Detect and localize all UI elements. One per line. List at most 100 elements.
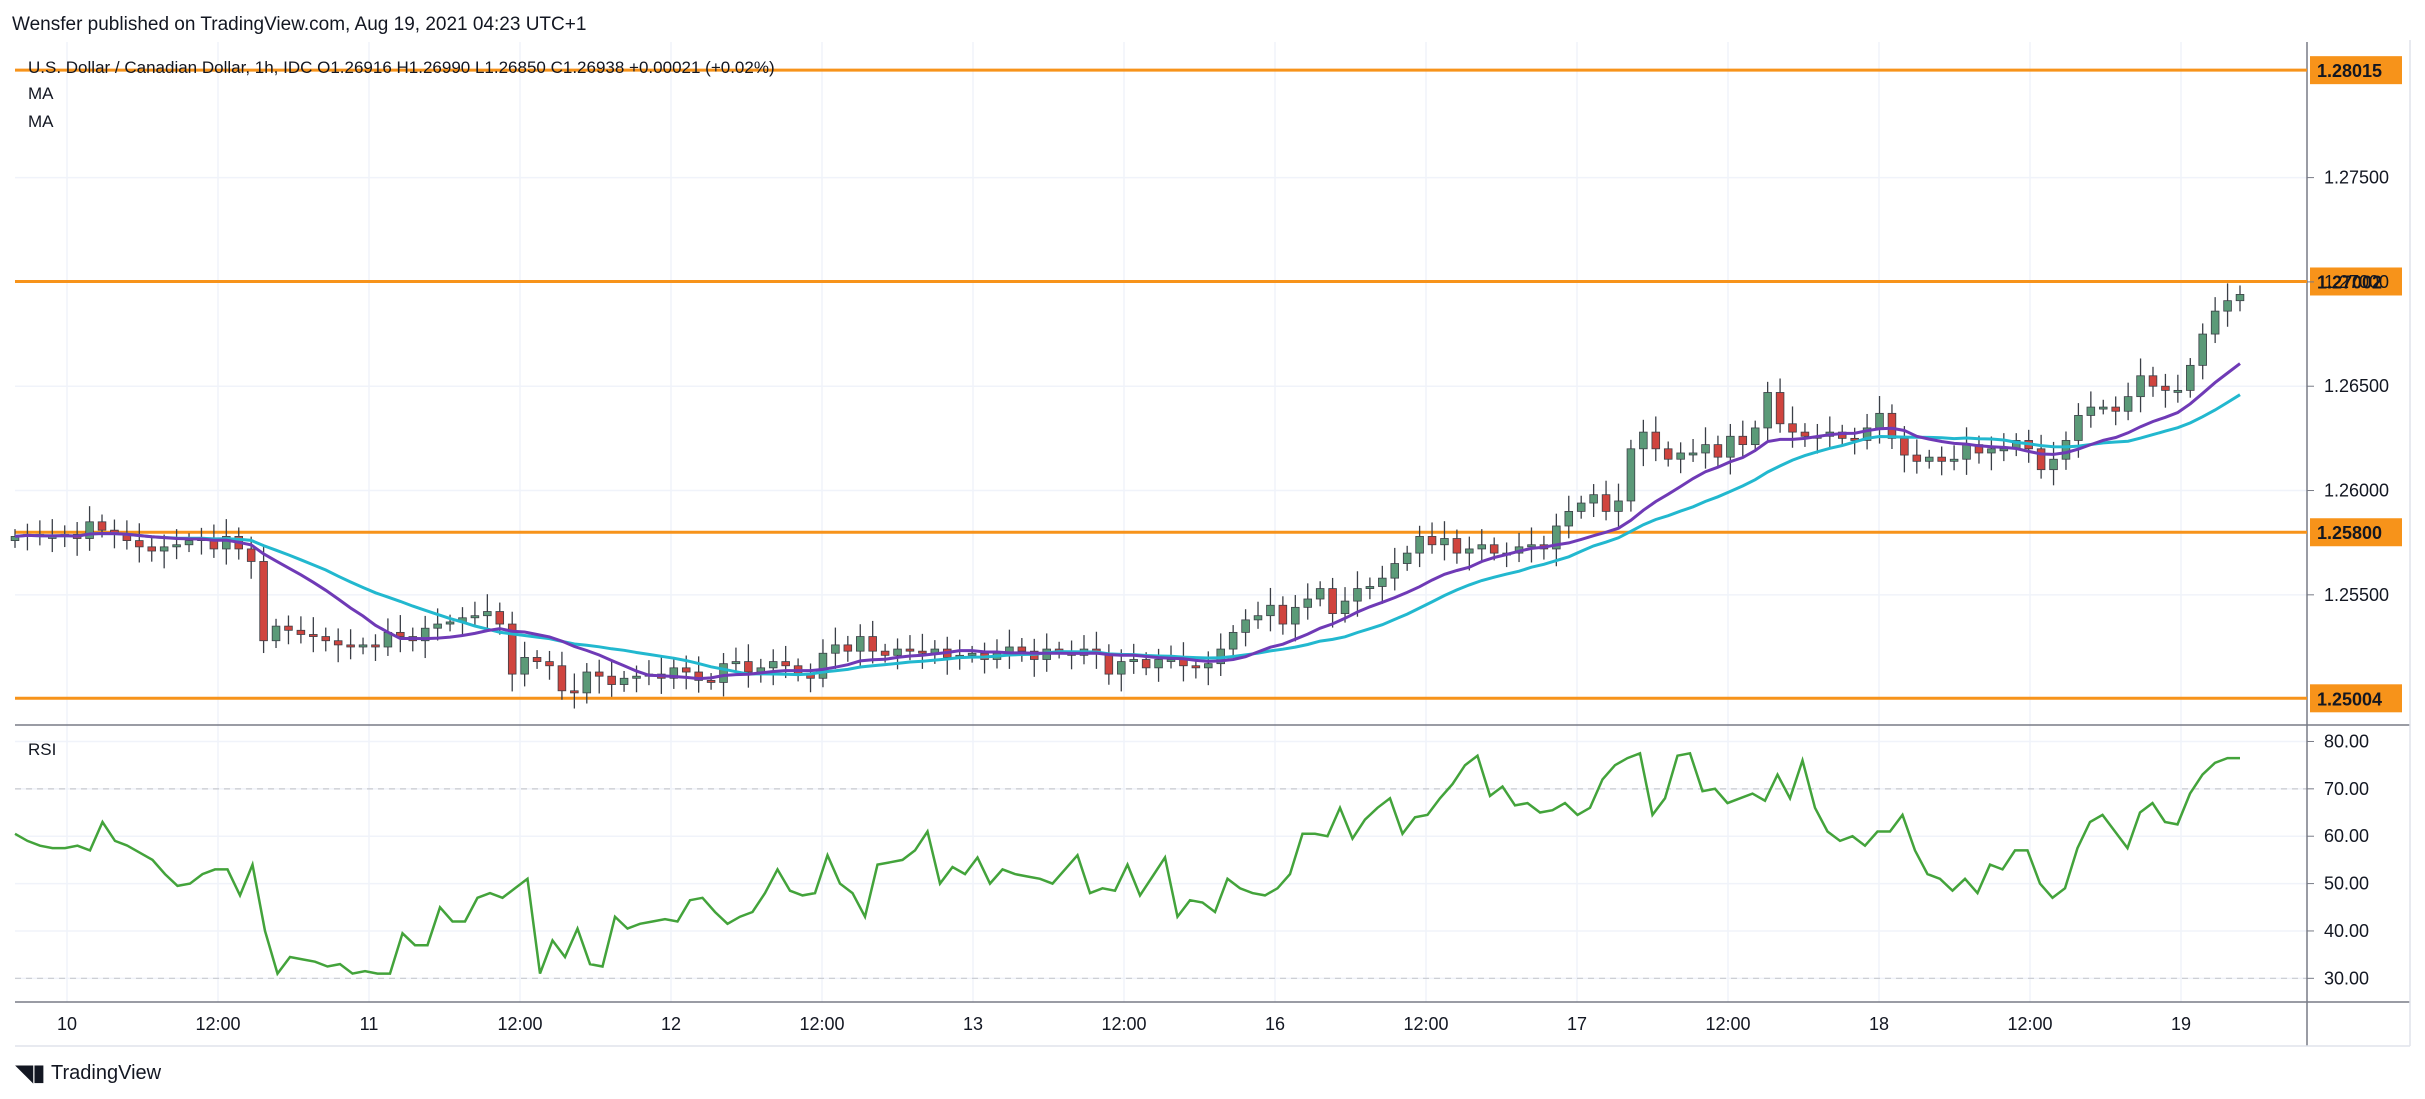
candle-body [545,661,554,667]
candle-body [1477,544,1487,550]
candle-body [706,679,716,683]
x-tick-label: 12:00 [1705,1014,1750,1034]
rsi-pane [14,751,2240,977]
candle-body [905,648,915,652]
tradingview-brand[interactable]: ◥▮ TradingView [16,1060,161,1086]
candle-body [1788,423,1797,433]
candle-body [97,521,107,531]
level-price-tag-bg [2310,684,2402,713]
candle-body [1589,494,1598,504]
candle-body [2161,385,2170,391]
candle-body [570,690,579,694]
candle-body [619,677,629,685]
candle-body [2086,406,2096,416]
candle-body [1440,538,1449,546]
candle-body [1912,454,1922,462]
candle-body [2074,415,2083,441]
candle-body [1241,619,1250,633]
publisher-line: Wensfer published on TradingView.com, Au… [12,14,587,35]
ma-slow-legend[interactable]: MA [28,112,54,131]
candle-body [1663,448,1673,460]
candle-body [222,536,231,550]
price-tick-label: 1.27500 [2324,168,2389,188]
level-price-tag-bg [2310,56,2402,85]
candle-body [321,636,331,642]
level-price-tag-bg [2310,518,2402,547]
x-tick-label: 17 [1567,1014,1587,1034]
candle-body [371,644,380,648]
chart-canvas[interactable]: 1.28015 1.27002 1.25800 1.25004 10 12:00 11 12… [0,0,2425,1060]
candle-body [1104,652,1114,675]
x-tick-label: 12:00 [1403,1014,1448,1034]
candle-body [1651,431,1661,450]
rsi-tick-label: 40.00 [2324,921,2369,941]
candle-body [557,665,567,692]
candle-body [1253,615,1263,621]
moving-averages [14,362,2241,681]
candle-body [1887,412,1897,439]
candle-body [1924,456,1934,462]
candle-body [1875,412,1884,429]
candle-body [1017,646,1027,652]
candle-body [594,671,604,677]
candle-body [184,540,194,546]
rsi-tick-label: 60.00 [2324,826,2369,846]
candle-body [284,625,293,631]
candle-body [296,629,306,635]
chart-frame [15,40,2411,1047]
price-tick-label: 1.26500 [2324,376,2389,396]
ma-fast-line [14,362,2241,681]
candle-body [10,536,20,541]
rsi-line [14,751,2240,977]
horizontal-levels[interactable]: 1.28015 1.27002 1.25800 1.25004 [15,56,2402,713]
candle-body [507,623,517,675]
x-tick-label: 12:00 [1101,1014,1146,1034]
candle-body [607,675,616,685]
level-price-tag-label: 1.27002 [2317,272,2382,292]
x-tick-label: 10 [57,1014,77,1034]
candle-body [1465,548,1474,554]
ma-fast-legend[interactable]: MA [28,84,54,103]
rsi-tick-label: 30.00 [2324,968,2369,988]
price-tick-label: 1.25500 [2324,585,2389,605]
candle-body [495,611,505,625]
candle-body [520,657,529,675]
candle-body [2111,406,2120,412]
candle-body [470,615,480,619]
x-tick-label: 12:00 [799,1014,844,1034]
candle-body [880,650,890,656]
candle-body [2061,440,2071,460]
candle-body [433,623,442,629]
candle-body [967,652,977,656]
level-price-tag: 1.25004 [2310,684,2402,713]
candle-body [731,661,741,665]
rsi-legend[interactable]: RSI [28,740,57,759]
candle-body [1949,458,1959,462]
candle-body [1415,536,1424,554]
candle-body [1626,448,1636,502]
ohlc-legend[interactable]: U.S. Dollar / Canadian Dollar, 1h, IDC O… [28,58,775,77]
candle-body [1527,544,1536,548]
x-tick-label: 11 [360,1014,379,1034]
candle-body [147,546,156,552]
price-tick-label: 1.26000 [2324,481,2389,501]
candle-body [918,650,927,654]
level-price-tag: 1.27002 [2310,267,2402,296]
level-price-tag: 1.28015 [2310,56,2402,85]
candle-body [135,540,144,548]
x-tick-label: 18 [1869,1014,1889,1034]
candle-body [1763,392,1772,429]
candle-body [843,644,853,652]
rsi-tick-label: 50.00 [2324,874,2369,894]
candle-body [1800,431,1810,437]
candle-body [1315,588,1325,600]
candle-body [2123,396,2133,412]
candle-body [2136,375,2145,398]
candle-body [1937,456,1946,462]
candle-body [681,667,691,673]
rsi-tick-label: 80.00 [2324,731,2369,751]
candle-body [1726,435,1735,458]
candle-body [1228,631,1238,650]
x-tick-label: 12:00 [195,1014,240,1034]
candle-body [1489,544,1499,554]
